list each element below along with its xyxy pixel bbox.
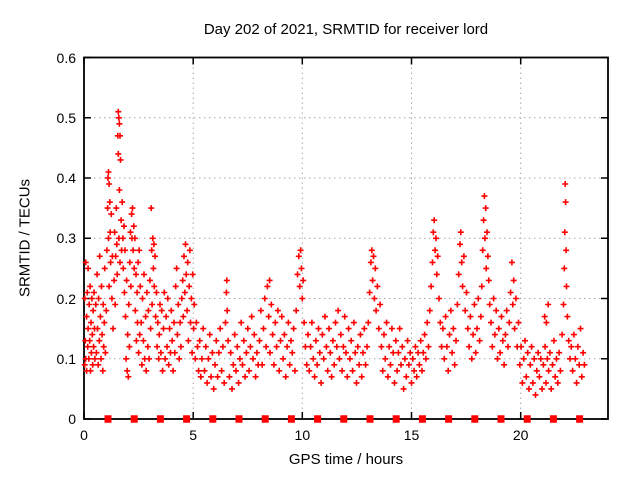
chart-title: Day 202 of 2021, SRMTID for receiver lor… — [203, 21, 489, 38]
x-tick-label-20: 20 — [512, 427, 529, 443]
y-tick-label-0.6: 0.6 — [56, 49, 76, 66]
y-tick-label-0: 0 — [68, 411, 76, 427]
x-tick-label-10: 10 — [294, 427, 311, 443]
y-tick-label-0.5: 0.5 — [56, 109, 76, 126]
x-tick-label-15: 15 — [403, 427, 420, 443]
scatter-series-srmtid — [81, 108, 588, 398]
x-axis-label: GPS time / hours — [288, 451, 404, 468]
y-tick-label-0.4: 0.4 — [56, 170, 76, 186]
y-tick-label-0.3: 0.3 — [56, 230, 76, 247]
grid-lines — [84, 57, 608, 419]
y-tick-label-0.2: 0.2 — [56, 290, 76, 307]
x-tick-label-0: 0 — [80, 427, 88, 443]
square-series-baseline-markers — [104, 415, 584, 423]
y-tick-label-0.1: 0.1 — [56, 350, 76, 367]
x-tick-label-5: 5 — [189, 427, 198, 443]
